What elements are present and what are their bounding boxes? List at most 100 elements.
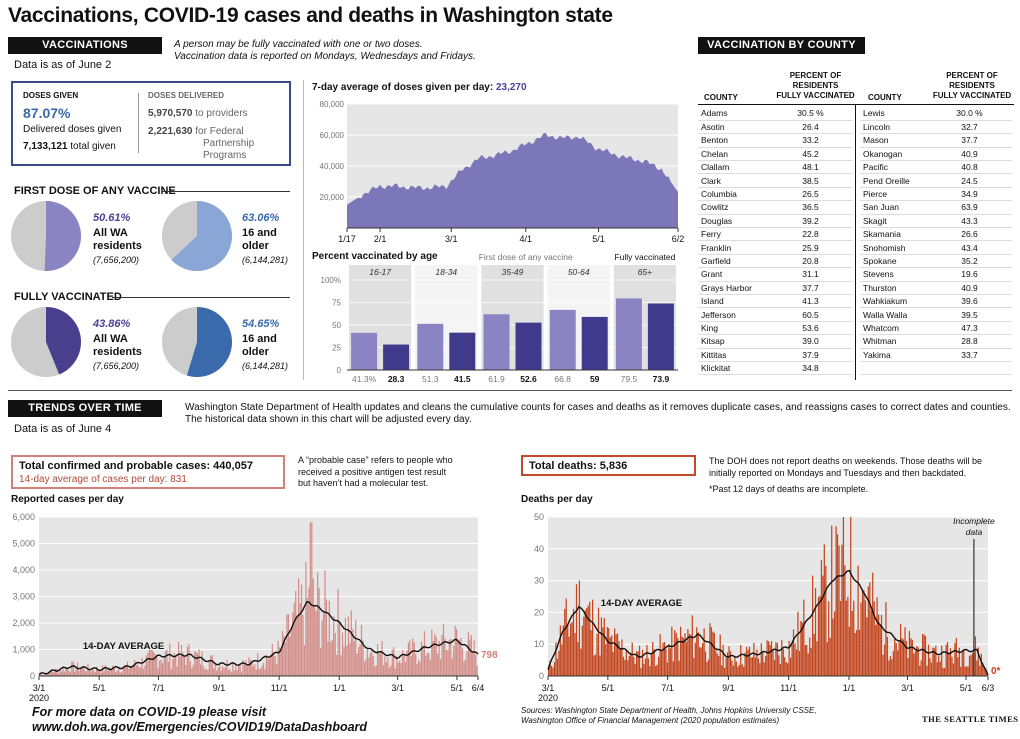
- daily-bar: [680, 626, 682, 676]
- y-tick-label: 30: [534, 576, 544, 586]
- daily-bar: [895, 643, 897, 676]
- probable-note-3: but haven’t had a molecular test.: [298, 478, 429, 488]
- daily-bar: [675, 632, 677, 676]
- daily-bar: [460, 637, 462, 676]
- county-name: Ferry: [698, 227, 768, 242]
- daily-bar: [216, 670, 218, 676]
- trends-note-2: The historical data shown in this chart …: [185, 414, 472, 425]
- county-name: Adams: [698, 107, 768, 121]
- federal-label: for Federal: [195, 126, 244, 137]
- daily-bar: [415, 654, 417, 676]
- county-pct: 19.6: [927, 267, 1012, 282]
- county-pct: 40.8: [927, 160, 1012, 175]
- x-tick-label: 5/1: [451, 683, 464, 693]
- footer-more-link[interactable]: www.doh.wa.gov/Emergencies/COVID19/DataD…: [32, 720, 368, 734]
- daily-bar: [103, 671, 105, 676]
- daily-bar: [792, 629, 795, 676]
- providers: 5,970,570 to providers: [148, 108, 248, 119]
- daily-bar: [318, 588, 320, 676]
- daily-bar: [431, 629, 433, 676]
- daily-bar: [276, 664, 278, 676]
- daily-bar: [47, 674, 50, 676]
- daily-bar: [39, 674, 41, 676]
- pie-pct: 50.61%: [93, 212, 131, 224]
- age-bar: [351, 332, 378, 370]
- daily-bar: [748, 646, 751, 676]
- daily-bar: [759, 663, 761, 676]
- daily-bar: [930, 662, 933, 676]
- daily-bar: [109, 667, 111, 676]
- daily-bar: [814, 588, 817, 676]
- daily-bar: [643, 663, 645, 676]
- county-name: Clark: [698, 173, 768, 188]
- county-row: King 53.6: [698, 321, 853, 336]
- county-pct: 20.8: [768, 254, 853, 269]
- daily-bar: [311, 522, 313, 676]
- daily-bar: [768, 641, 770, 676]
- daily-bar: [776, 643, 779, 676]
- x-tick-label: 4/1: [519, 234, 532, 244]
- county-row: Thurston 40.9: [860, 281, 1012, 295]
- daily-bar: [100, 672, 102, 676]
- daily-bar: [687, 629, 689, 676]
- daily-bar: [901, 638, 903, 676]
- daily-bar: [173, 653, 175, 676]
- pie-slice: [46, 307, 81, 375]
- daily-bar: [892, 651, 894, 676]
- daily-bar: [971, 652, 974, 676]
- daily-bar: [854, 633, 856, 676]
- county-name: Franklin: [698, 240, 768, 255]
- daily-bar: [264, 669, 266, 676]
- county-name: Grays Harbor: [698, 281, 768, 295]
- daily-bar: [239, 665, 241, 676]
- daily-bar: [907, 658, 909, 676]
- daily-bar: [660, 650, 663, 676]
- daily-bar: [94, 672, 96, 676]
- daily-bar: [967, 666, 969, 676]
- x-tick-label: 6/4: [472, 683, 485, 693]
- daily-bar: [125, 665, 127, 676]
- daily-bar: [387, 657, 389, 676]
- daily-bar: [71, 661, 73, 676]
- trends-rule: [8, 390, 1012, 391]
- daily-bar: [605, 644, 607, 676]
- incomplete-label-1: Incomplete: [953, 516, 995, 526]
- daily-bar: [572, 608, 575, 676]
- daily-bar: [570, 623, 572, 676]
- daily-bar: [829, 637, 831, 676]
- daily-bar: [910, 638, 912, 676]
- daily-bar: [179, 656, 181, 676]
- daily-bar: [166, 649, 168, 676]
- daily-bar: [213, 668, 215, 676]
- county-name: Skagit: [860, 214, 927, 229]
- daily-bar: [176, 666, 178, 676]
- x-tick-label: 1/17: [338, 234, 356, 244]
- daily-bar: [113, 666, 115, 676]
- daily-bar: [878, 614, 880, 676]
- daily-bar: [801, 622, 803, 676]
- daily-bar: [464, 659, 467, 676]
- age-bar-label: 73.9: [653, 374, 670, 384]
- daily-bar: [765, 656, 767, 676]
- daily-bar: [603, 618, 605, 676]
- county-pct: 25.9: [768, 240, 853, 255]
- probable-note: A “probable case” refers to people who r…: [298, 455, 453, 490]
- county-name: Walla Walla: [860, 307, 927, 322]
- county-row: Benton 33.2: [698, 133, 853, 148]
- daily-bar: [867, 586, 869, 676]
- daily-bar: [82, 666, 85, 676]
- daily-bar: [612, 651, 614, 676]
- daily-bar: [942, 667, 944, 676]
- daily-bar: [466, 651, 468, 676]
- daily-bar: [719, 634, 721, 676]
- daily-bar: [147, 652, 149, 676]
- daily-bar: [549, 660, 551, 676]
- age-bar-label: 41.3%: [352, 374, 377, 384]
- daily-bar: [296, 615, 298, 676]
- legend-fully: Fully vaccinated: [614, 252, 675, 262]
- daily-bar: [156, 655, 158, 676]
- daily-bar: [609, 637, 611, 676]
- county-pct: 30.0 %: [927, 107, 1012, 121]
- daily-bar: [293, 603, 295, 676]
- daily-bar: [192, 665, 194, 676]
